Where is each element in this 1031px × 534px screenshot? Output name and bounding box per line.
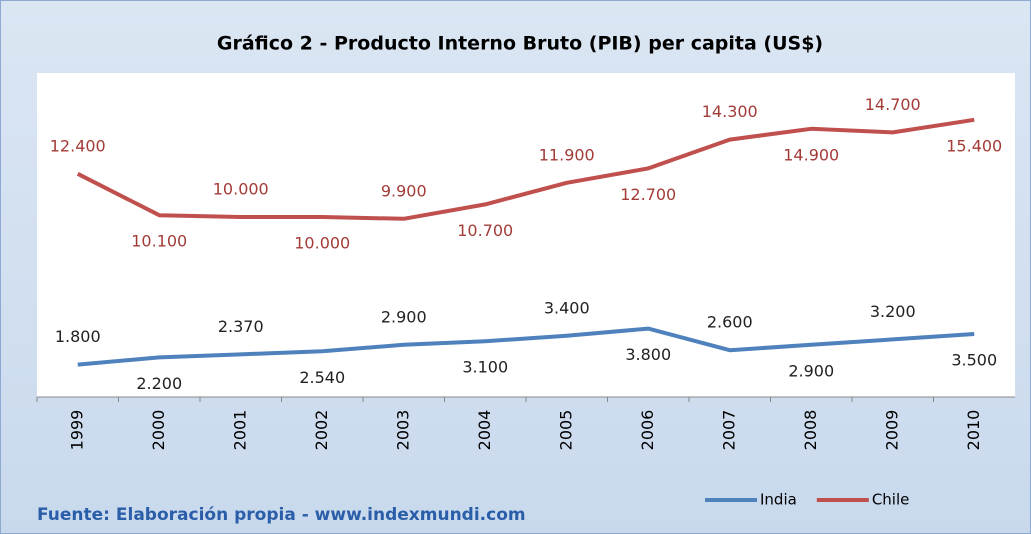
- data-label: 2.200: [136, 374, 182, 393]
- data-label: 2.540: [299, 368, 345, 387]
- x-tick-label: 2002: [312, 410, 331, 451]
- x-tick-label: 2005: [556, 410, 575, 451]
- data-label: 3.400: [544, 298, 590, 317]
- x-tick-label: 1999: [67, 410, 86, 451]
- data-label: 9.900: [381, 181, 427, 200]
- chart-title: Gráfico 2 - Producto Interno Bruto (PIB)…: [217, 33, 823, 55]
- data-label: 3.200: [870, 302, 916, 321]
- data-label: 12.700: [620, 185, 676, 204]
- x-tick-label: 2006: [638, 410, 657, 451]
- x-tick-label: 2008: [801, 410, 820, 451]
- data-label: 14.300: [702, 102, 758, 121]
- x-tick-label: 2001: [230, 410, 249, 451]
- x-tick-label: 2003: [393, 410, 412, 451]
- data-label: 14.700: [865, 95, 921, 114]
- data-label: 10.700: [457, 221, 513, 240]
- x-tick-label: 2009: [882, 410, 901, 451]
- data-label: 10.100: [131, 232, 187, 251]
- legend-label: Chile: [872, 491, 910, 509]
- data-label: 10.000: [213, 180, 269, 199]
- data-label: 14.900: [783, 145, 839, 164]
- x-tick-label: 2000: [149, 410, 168, 451]
- data-label: 11.900: [539, 145, 595, 164]
- series-line: [76, 117, 975, 221]
- source: Fuente: Elaboración propia - www.indexmu…: [37, 505, 526, 525]
- data-label: 15.400: [946, 136, 1002, 155]
- data-label: 10.000: [294, 234, 350, 253]
- data-label: 3.500: [951, 351, 997, 370]
- data-label: 12.400: [50, 136, 106, 155]
- data-label: 3.100: [462, 358, 508, 377]
- data-label: 2.900: [381, 307, 427, 326]
- x-tick-label: 2004: [475, 410, 494, 451]
- data-label: 2.370: [218, 317, 264, 336]
- data-label: 1.800: [55, 327, 101, 346]
- x-tick-label: 2007: [719, 410, 738, 451]
- x-tick-label: 2010: [964, 410, 983, 451]
- data-label: 2.600: [707, 313, 753, 332]
- data-label: 2.900: [788, 361, 834, 380]
- legend-label: India: [760, 491, 797, 509]
- series-line: [77, 326, 975, 367]
- data-label: 3.800: [625, 345, 671, 364]
